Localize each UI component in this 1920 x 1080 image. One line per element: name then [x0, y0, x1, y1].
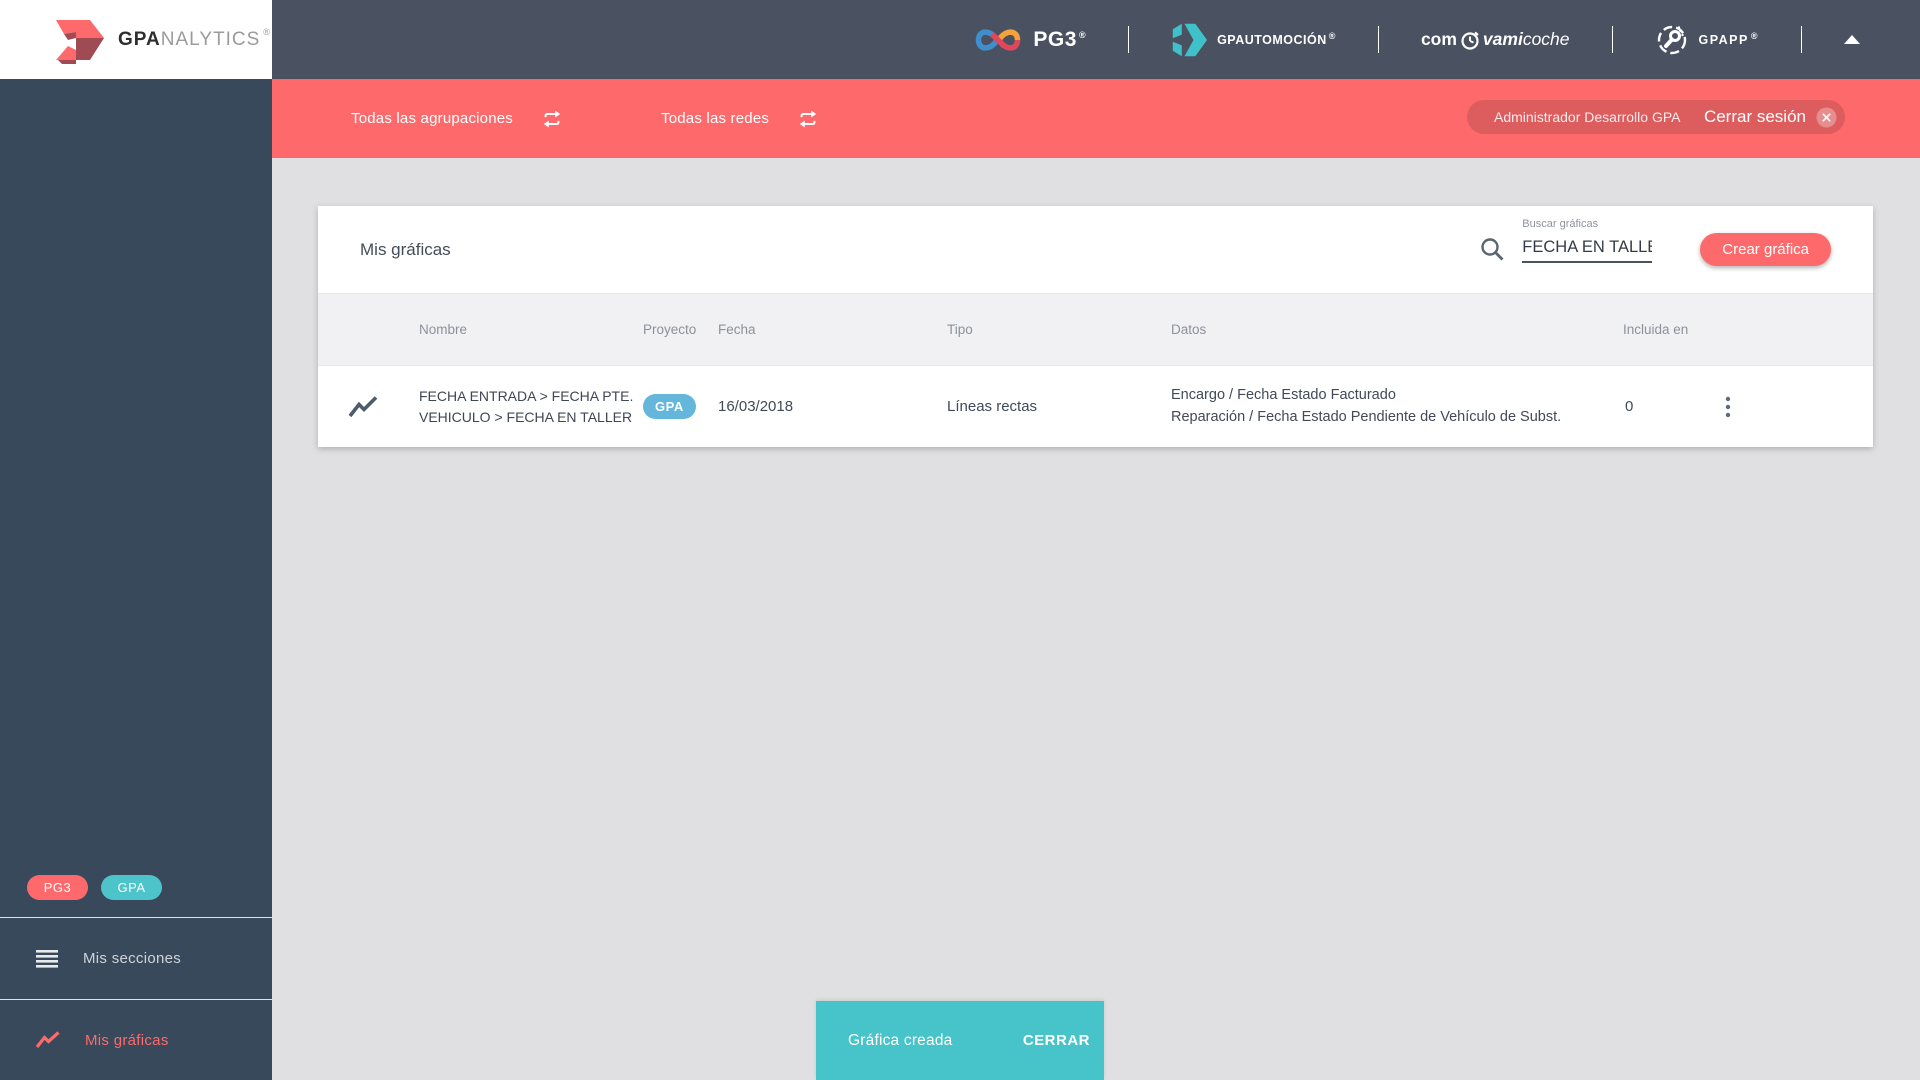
groupings-filter: Todas las agrupaciones	[351, 108, 563, 130]
sidebar-divider	[0, 999, 272, 1000]
create-chart-button[interactable]: Crear gráfica	[1700, 233, 1831, 266]
table-row[interactable]: FECHA ENTRADA > FECHA PTE. VEHICULO > FE…	[318, 366, 1873, 447]
row-data-line: Reparación / Fecha Estado Pendiente de V…	[1171, 408, 1562, 425]
clock-icon	[1461, 31, 1479, 50]
groupings-label: Todas las agrupaciones	[351, 110, 514, 127]
swap-groupings-button[interactable]	[541, 108, 563, 130]
row-name: FECHA ENTRADA > FECHA PTE. VEHICULO > FE…	[419, 387, 634, 425]
sidebar-item-mis-graficas[interactable]: Mis gráficas	[0, 1000, 272, 1080]
column-header-fecha: Fecha	[718, 322, 756, 337]
logout-button[interactable]: Cerrar sesión	[1704, 107, 1837, 128]
line-chart-icon	[348, 395, 378, 417]
swap-networks-button[interactable]	[797, 108, 819, 130]
page-title: Mis gráficas	[360, 239, 451, 259]
line-chart-icon	[36, 1031, 60, 1048]
gpautomocion-logo: GPAUTOMOCIÓN ®	[1171, 22, 1336, 58]
pg3-logo: PG3 ®	[975, 25, 1086, 55]
column-header-datos: Datos	[1171, 322, 1207, 337]
column-header-nombre: Nombre	[419, 322, 468, 337]
gpa-analytics-logo: GPA NALYTICS ®	[0, 0, 272, 79]
row-date: 16/03/2018	[718, 398, 794, 415]
search-field-label: Buscar gráficas	[1522, 218, 1599, 230]
sidebar-item-label: Mis secciones	[83, 950, 182, 967]
pg3-badge[interactable]: PG3	[27, 875, 88, 900]
row-project-cell: GPA	[643, 394, 718, 419]
gpapp-wrench-icon	[1657, 25, 1686, 54]
column-header-proyecto: Proyecto	[643, 322, 697, 337]
topbar-divider	[1611, 26, 1613, 53]
topbar-divider	[1377, 26, 1379, 53]
close-circle-icon	[1816, 107, 1837, 128]
sidebar-item-label: Mis gráficas	[85, 1031, 169, 1049]
topbar-divider	[1128, 26, 1130, 53]
table-header: Nombre Proyecto Fecha Tipo Datos Incluid…	[318, 293, 1873, 366]
comprova-text-pre: com	[1420, 29, 1457, 49]
search-input[interactable]	[1522, 236, 1653, 263]
sidebar: GPA NALYTICS ® PG3 GPA Mis secciones	[0, 0, 272, 1080]
row-chart-type-cell	[318, 395, 419, 419]
comprova-text-mid: vami	[1482, 29, 1523, 49]
gpa-analytics-wordmark: GPA NALYTICS ®	[118, 26, 271, 50]
gpa-badge[interactable]: GPA	[101, 875, 162, 900]
networks-filter: Todas las redes	[661, 108, 819, 130]
collapse-up-icon[interactable]	[1844, 35, 1860, 44]
card-header: Mis gráficas Buscar gráficas Crear gráfi…	[318, 206, 1873, 293]
row-type: Líneas rectas	[947, 398, 1038, 415]
project-badge: GPA	[643, 394, 696, 419]
column-header-incluida-en: Incluida en	[1623, 322, 1689, 337]
environment-badges: PG3 GPA	[0, 875, 272, 917]
toast-notification: Gráfica creada CERRAR	[816, 1001, 1104, 1080]
networks-label: Todas las redes	[661, 110, 770, 127]
swap-icon	[543, 110, 561, 127]
pg3-wordmark: PG3 ®	[1033, 27, 1087, 51]
gpa-analytics-arrow-icon	[56, 19, 104, 64]
gpautomocion-wordmark: GPAUTOMOCIÓN ®	[1217, 31, 1336, 48]
row-data: Encargo / Fecha Estado Facturado Reparac…	[1171, 385, 1623, 427]
topbar: PG3 ® GPAUTOMOCIÓN ® com vami coche	[272, 0, 1920, 79]
gpautomocion-arrow-icon	[1172, 23, 1208, 56]
filterbar: Todas las agrupaciones Todas las redes	[272, 79, 1920, 158]
gpapp-logo: GPAPP ®	[1655, 23, 1759, 57]
main-content: Mis gráficas Buscar gráficas Crear gráfi…	[272, 158, 1920, 1080]
menu-icon	[36, 949, 58, 968]
comprova-text-post: coche	[1522, 29, 1570, 49]
logout-label: Cerrar sesión	[1703, 107, 1806, 126]
row-data-line: Encargo / Fecha Estado Facturado	[1171, 387, 1396, 404]
swap-icon	[799, 110, 817, 127]
row-actions-cell	[1715, 394, 1873, 420]
search-field: Buscar gráficas	[1522, 218, 1653, 263]
row-included-in: 0	[1625, 398, 1634, 415]
search-icon[interactable]	[1479, 236, 1506, 263]
sidebar-divider	[0, 917, 272, 918]
toast-close-button[interactable]: CERRAR	[1022, 1032, 1090, 1049]
topbar-divider	[1801, 26, 1802, 53]
current-user-label: Administrador Desarrollo GPA	[1494, 109, 1681, 125]
gpapp-wordmark: GPAPP ®	[1698, 31, 1759, 48]
session-pill: Administrador Desarrollo GPA Cerrar sesi…	[1467, 100, 1845, 134]
sidebar-bottom: PG3 GPA Mis secciones Mis gráficas	[0, 875, 272, 1080]
row-menu-button[interactable]	[1715, 394, 1741, 420]
column-header-tipo: Tipo	[947, 322, 973, 337]
toast-message: Gráfica creada	[848, 1031, 953, 1049]
charts-card: Mis gráficas Buscar gráficas Crear gráfi…	[318, 206, 1873, 447]
pg3-infinity-icon	[976, 28, 1021, 51]
comprovamicoche-logo: com vami coche	[1421, 29, 1570, 51]
sidebar-item-mis-secciones[interactable]: Mis secciones	[0, 918, 272, 999]
kebab-menu-icon	[1725, 396, 1731, 417]
